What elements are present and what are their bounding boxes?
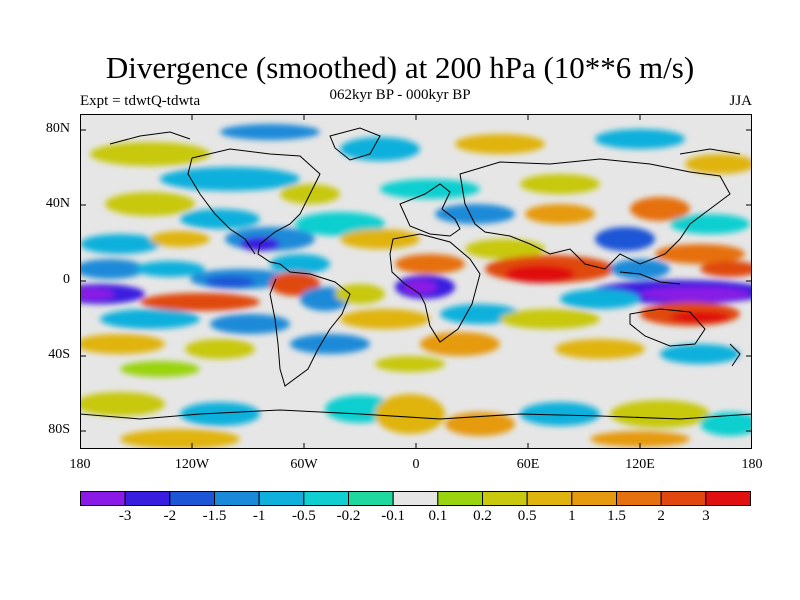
colorbar-swatch — [616, 491, 662, 506]
colorbar-swatch — [660, 491, 707, 506]
colorbar-swatch — [705, 491, 751, 506]
colorbar-swatch — [392, 491, 439, 506]
colorbar-swatch — [124, 491, 171, 506]
lon-label-180w: 180 — [69, 457, 91, 472]
colorbar-label: 0.1 — [428, 508, 448, 524]
colorbar-swatch — [437, 491, 483, 506]
colorbar-label: -2 — [163, 508, 177, 524]
colorbar-swatch — [526, 491, 573, 506]
experiment-label: Expt = tdwtQ-tdwta — [80, 93, 201, 109]
lon-label-180e: 180 — [741, 457, 763, 472]
divergence-map — [80, 114, 752, 449]
colorbar — [80, 491, 751, 506]
colorbar-swatch — [571, 491, 617, 506]
colorbar-swatch — [258, 491, 305, 506]
divergence-field — [80, 124, 752, 449]
colorbar-swatch — [303, 491, 349, 506]
colorbar-label: 1 — [568, 508, 576, 524]
colorbar-swatch — [482, 491, 528, 506]
colorbar-label: -0.1 — [381, 508, 406, 524]
lon-label-0: 0 — [412, 457, 420, 472]
colorbar-swatch — [214, 491, 260, 506]
colorbar-label: -0.2 — [336, 508, 361, 524]
chart-subtitle: 062kyr BP - 000kyr BP — [329, 87, 471, 103]
colorbar-label: 1.5 — [607, 508, 626, 524]
lat-label-40n: 40N — [45, 196, 70, 211]
lon-label-60e: 60E — [516, 457, 540, 472]
colorbar-swatch — [169, 491, 215, 506]
colorbar-swatch — [80, 491, 126, 506]
colorbar-label: 2 — [657, 508, 665, 524]
lat-tick-marks — [80, 129, 752, 432]
lat-label-0: 0 — [63, 272, 70, 287]
colorbar-label: 0.2 — [473, 508, 492, 524]
colorbar-label: -1.5 — [202, 508, 227, 524]
coastlines — [80, 127, 752, 420]
colorbar-label: -1 — [252, 508, 266, 524]
lat-label-40s: 40S — [48, 347, 70, 362]
lat-label-80s: 80S — [48, 422, 70, 437]
lat-label-80n: 80N — [45, 121, 70, 136]
lon-label-120w: 120W — [174, 457, 210, 472]
chart-title: Divergence (smoothed) at 200 hPa (10**6 … — [105, 50, 695, 85]
colorbar-label: 3 — [702, 508, 710, 524]
lon-label-120e: 120E — [625, 457, 655, 472]
lon-label-60w: 60W — [290, 457, 318, 472]
season-label: JJA — [729, 93, 752, 109]
colorbar-label: -3 — [118, 508, 132, 524]
colorbar-label: -0.5 — [291, 508, 316, 524]
colorbar-label: 0.5 — [517, 508, 537, 524]
lon-tick-marks — [191, 114, 641, 449]
colorbar-swatch — [348, 491, 394, 506]
